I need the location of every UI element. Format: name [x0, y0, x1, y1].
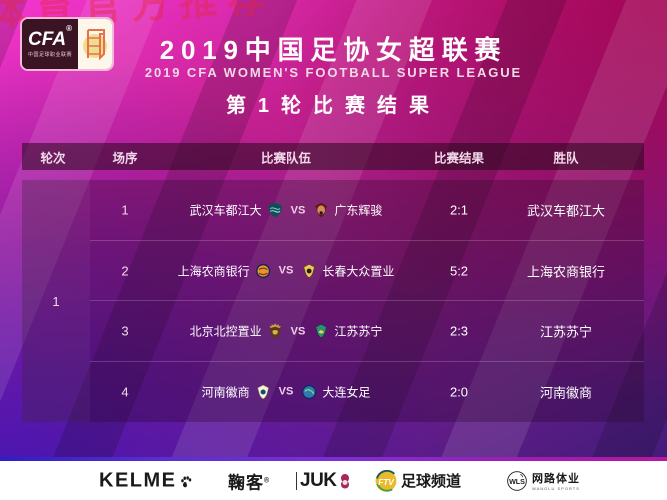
svg-text:FTV: FTV [378, 477, 395, 486]
svg-text:WLS: WLS [509, 477, 525, 485]
